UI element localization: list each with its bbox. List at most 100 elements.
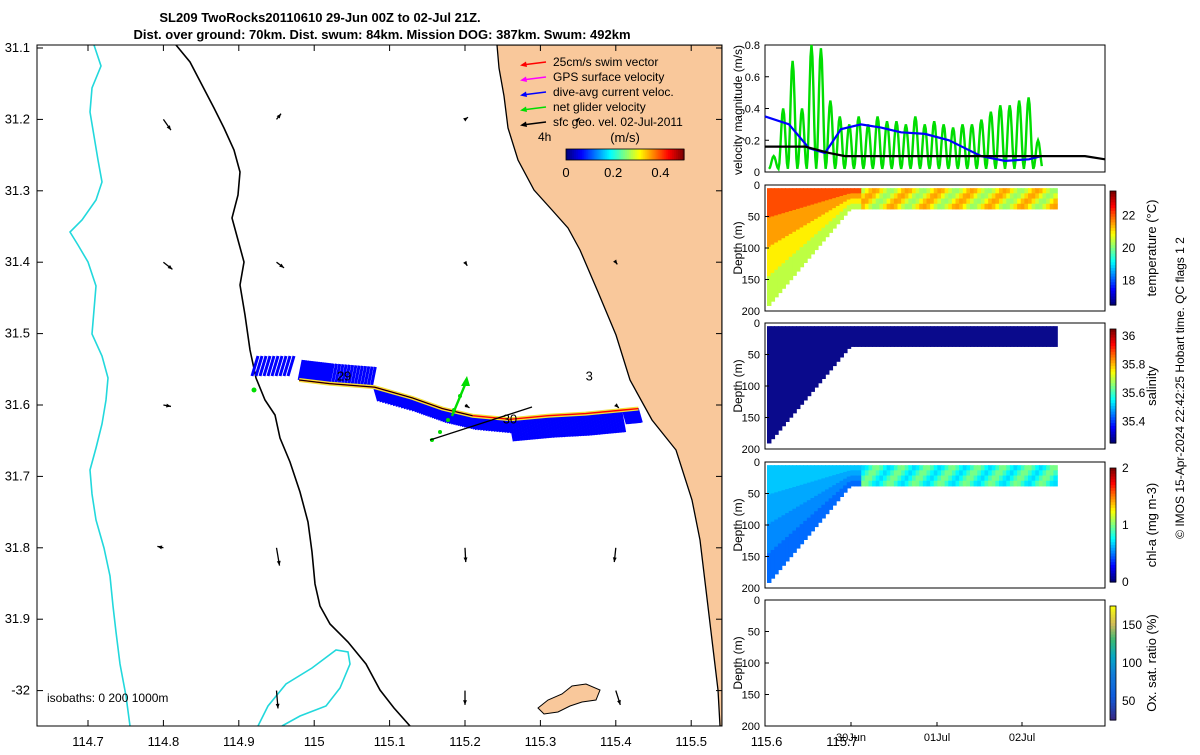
section-cell <box>951 198 957 205</box>
legend-entry: sfc geo. vel. 02-Jul-2011 <box>553 115 683 129</box>
section-cell <box>879 480 884 487</box>
dive-avg-vector <box>350 365 358 386</box>
section-cell <box>872 198 877 205</box>
section-cell <box>886 480 892 487</box>
section-cell <box>1049 326 1055 347</box>
section-cell <box>977 475 982 482</box>
section-cell <box>861 326 866 347</box>
section-cell <box>1002 203 1008 210</box>
dive-avg-vector <box>541 415 549 439</box>
dive-avg-vector <box>581 413 589 436</box>
section-cell <box>821 188 826 202</box>
colorbar-cell <box>1110 550 1116 555</box>
section-cell <box>1038 470 1044 477</box>
section-cell <box>770 465 776 494</box>
map-ytick-label: 31.7 <box>5 468 30 483</box>
section-cell <box>1017 470 1022 477</box>
section-cell <box>879 475 884 482</box>
colorbar-tick-label: 36 <box>1122 329 1136 343</box>
dive-avg-vector <box>325 363 333 384</box>
section-cell <box>970 198 975 205</box>
colorbar-cell <box>1110 611 1116 616</box>
section-cell <box>1038 198 1044 205</box>
section-cell <box>828 199 834 211</box>
dive-avg-vector <box>378 388 386 404</box>
section-cell <box>908 193 913 200</box>
dive-avg-vector <box>286 355 296 377</box>
section-cell <box>890 198 895 205</box>
section-cell <box>991 326 997 347</box>
colorbar-cell <box>1110 688 1116 693</box>
section-cell <box>962 193 968 200</box>
section-cell <box>995 203 1000 210</box>
section-cell <box>933 188 939 194</box>
colorbar-cell <box>634 149 638 160</box>
section-cell <box>984 480 989 487</box>
colorbar-tick-label: 1 <box>1122 518 1129 532</box>
section-cell <box>991 470 997 477</box>
section-cell <box>864 475 870 482</box>
vel-ytick-label: 0 <box>754 167 760 179</box>
colorbar-cell <box>1110 682 1116 687</box>
panel-salinity-section: 0 50 100 150 200 Depth (m) 36 35.8 35.6 35.4 salin… <box>731 318 1159 456</box>
section-cell <box>792 465 797 488</box>
section-cell <box>980 203 986 210</box>
section-cell <box>984 198 989 205</box>
section-cell <box>944 326 950 347</box>
section-cell <box>951 326 957 347</box>
section-cell <box>843 465 848 473</box>
section-cell <box>810 221 815 238</box>
dive-avg-vector <box>363 366 371 387</box>
colorbar-cell <box>1110 476 1116 480</box>
section-cell <box>1009 188 1015 194</box>
dive-avg-vector <box>274 355 284 377</box>
section-cell <box>1042 470 1047 477</box>
colorbar-cell <box>566 149 569 160</box>
section-cell <box>767 246 772 277</box>
colorbar-cell <box>1110 302 1116 306</box>
colorbar-cell <box>1110 665 1116 670</box>
section-cell <box>872 470 877 477</box>
colorbar-cell <box>1110 248 1116 252</box>
section-cell <box>948 470 953 477</box>
dive-avg-vector <box>616 410 624 433</box>
dive-avg-vector <box>397 393 405 409</box>
section-cell <box>861 203 866 210</box>
colorbar-cell <box>1110 502 1116 506</box>
dive-avg-vector <box>391 392 399 407</box>
colorbar-frame <box>565 148 685 161</box>
section-cell <box>886 470 892 477</box>
section-cell <box>912 480 917 487</box>
dive-avg-vector <box>586 413 594 436</box>
section-cell <box>922 480 928 487</box>
section-cell <box>777 266 783 294</box>
colorbar-cell <box>597 149 601 160</box>
colorbar-cell <box>1110 377 1116 381</box>
section-cell <box>828 476 834 488</box>
section-cell <box>988 475 993 482</box>
section-cell <box>897 326 902 347</box>
section-cell <box>984 193 989 200</box>
section-cell <box>839 195 844 205</box>
section-cell <box>767 326 772 444</box>
section-cell <box>1020 203 1026 210</box>
section-cell <box>1035 198 1040 205</box>
colorbar-cell <box>1110 697 1116 701</box>
section-cell <box>988 203 993 210</box>
section-cell <box>984 188 989 194</box>
section-cell <box>846 326 852 349</box>
section-cell <box>933 203 939 210</box>
section-cell <box>872 326 877 347</box>
section-cell <box>999 480 1004 487</box>
section-cell <box>915 480 921 487</box>
section-cell <box>897 480 902 487</box>
section-cell <box>995 465 1000 471</box>
section-cell <box>926 326 931 347</box>
colorbar-cell <box>1110 640 1116 644</box>
section-cell <box>944 465 950 471</box>
section-cell <box>984 203 989 210</box>
section-cell <box>901 465 906 471</box>
section-cell <box>991 198 997 205</box>
dive-avg-vector <box>608 411 616 434</box>
section-cell <box>781 188 786 214</box>
